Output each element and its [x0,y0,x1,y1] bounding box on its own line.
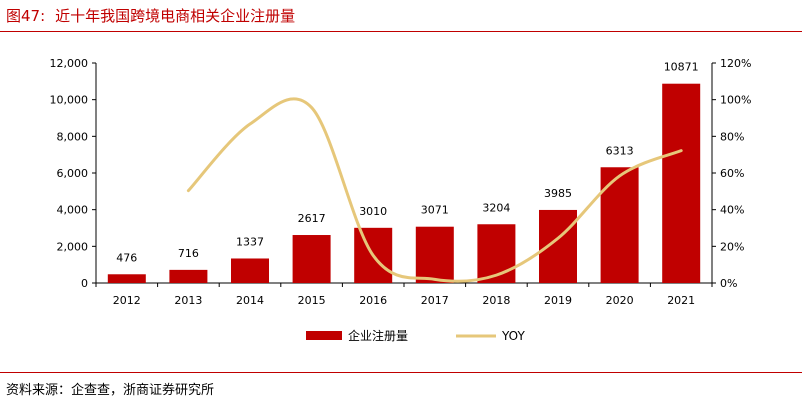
y-right-tick-label: 40% [720,204,744,217]
x-tick-label: 2013 [174,294,202,307]
bar [600,167,639,283]
y-right-tick-label: 120% [720,57,751,70]
bar-data-label: 716 [178,247,199,260]
bar-data-label: 3010 [359,205,387,218]
legend-label-bar: 企业注册量 [348,328,408,343]
y-left-tick-label: 8,000 [57,130,89,143]
bar [539,209,577,283]
y-left-tick-label: 4,000 [57,204,89,217]
x-tick-label: 2016 [359,294,387,307]
bar-data-label: 10871 [664,61,699,74]
y-left-tick-label: 10,000 [50,94,89,107]
y-right-tick-label: 100% [720,94,751,107]
x-tick-label: 2021 [667,294,695,307]
bar-data-label: 3985 [544,187,572,200]
x-tick-label: 2012 [113,294,141,307]
figure-number: 图47: [6,7,46,25]
bar-data-label: 6313 [606,144,634,157]
x-tick-label: 2018 [482,294,510,307]
bar [292,235,331,283]
bar [415,226,454,283]
figure-title: 图47: 近十年我国跨境电商相关企业注册量 [6,5,295,26]
y-left-tick-label: 2,000 [57,240,89,253]
y-left-tick-label: 6,000 [57,167,89,180]
legend-label-line: YOY [501,329,525,343]
bar-data-label: 1337 [236,235,264,248]
y-right-tick-label: 80% [720,130,744,143]
bar [231,258,269,283]
figure-title-text: 近十年我国跨境电商相关企业注册量 [55,7,296,25]
bar-data-label: 476 [116,251,137,264]
x-tick-label: 2019 [544,294,572,307]
top-divider [0,31,802,32]
chart: 0 2,000 4,000 6,000 8,000 10,000 12,000 0% 20% 40… [50,57,752,343]
y-left-tick-label: 0 [81,277,88,290]
yoy-line [186,97,683,283]
x-tick-label: 2015 [298,294,326,307]
y-right-tick-label: 60% [720,167,744,180]
y-right-tick-label: 0% [720,277,737,290]
x-tick-label: 2017 [421,294,449,307]
bar [169,269,208,283]
x-tick-label: 2020 [606,294,634,307]
legend-swatch-bar [306,331,342,340]
source-note: 资料来源：企查查，浙商证券研究所 [6,383,215,398]
bar-data-label: 3204 [482,201,510,214]
bar-data-label: 3071 [421,204,449,217]
x-tick-label: 2014 [236,294,264,307]
bar [477,224,516,283]
bottom-divider [0,372,802,373]
bar [662,83,701,283]
y-left-tick-label: 12,000 [50,57,89,70]
y-right-tick-label: 20% [720,240,744,253]
bar [107,274,146,283]
bar-data-label: 2617 [298,212,326,225]
